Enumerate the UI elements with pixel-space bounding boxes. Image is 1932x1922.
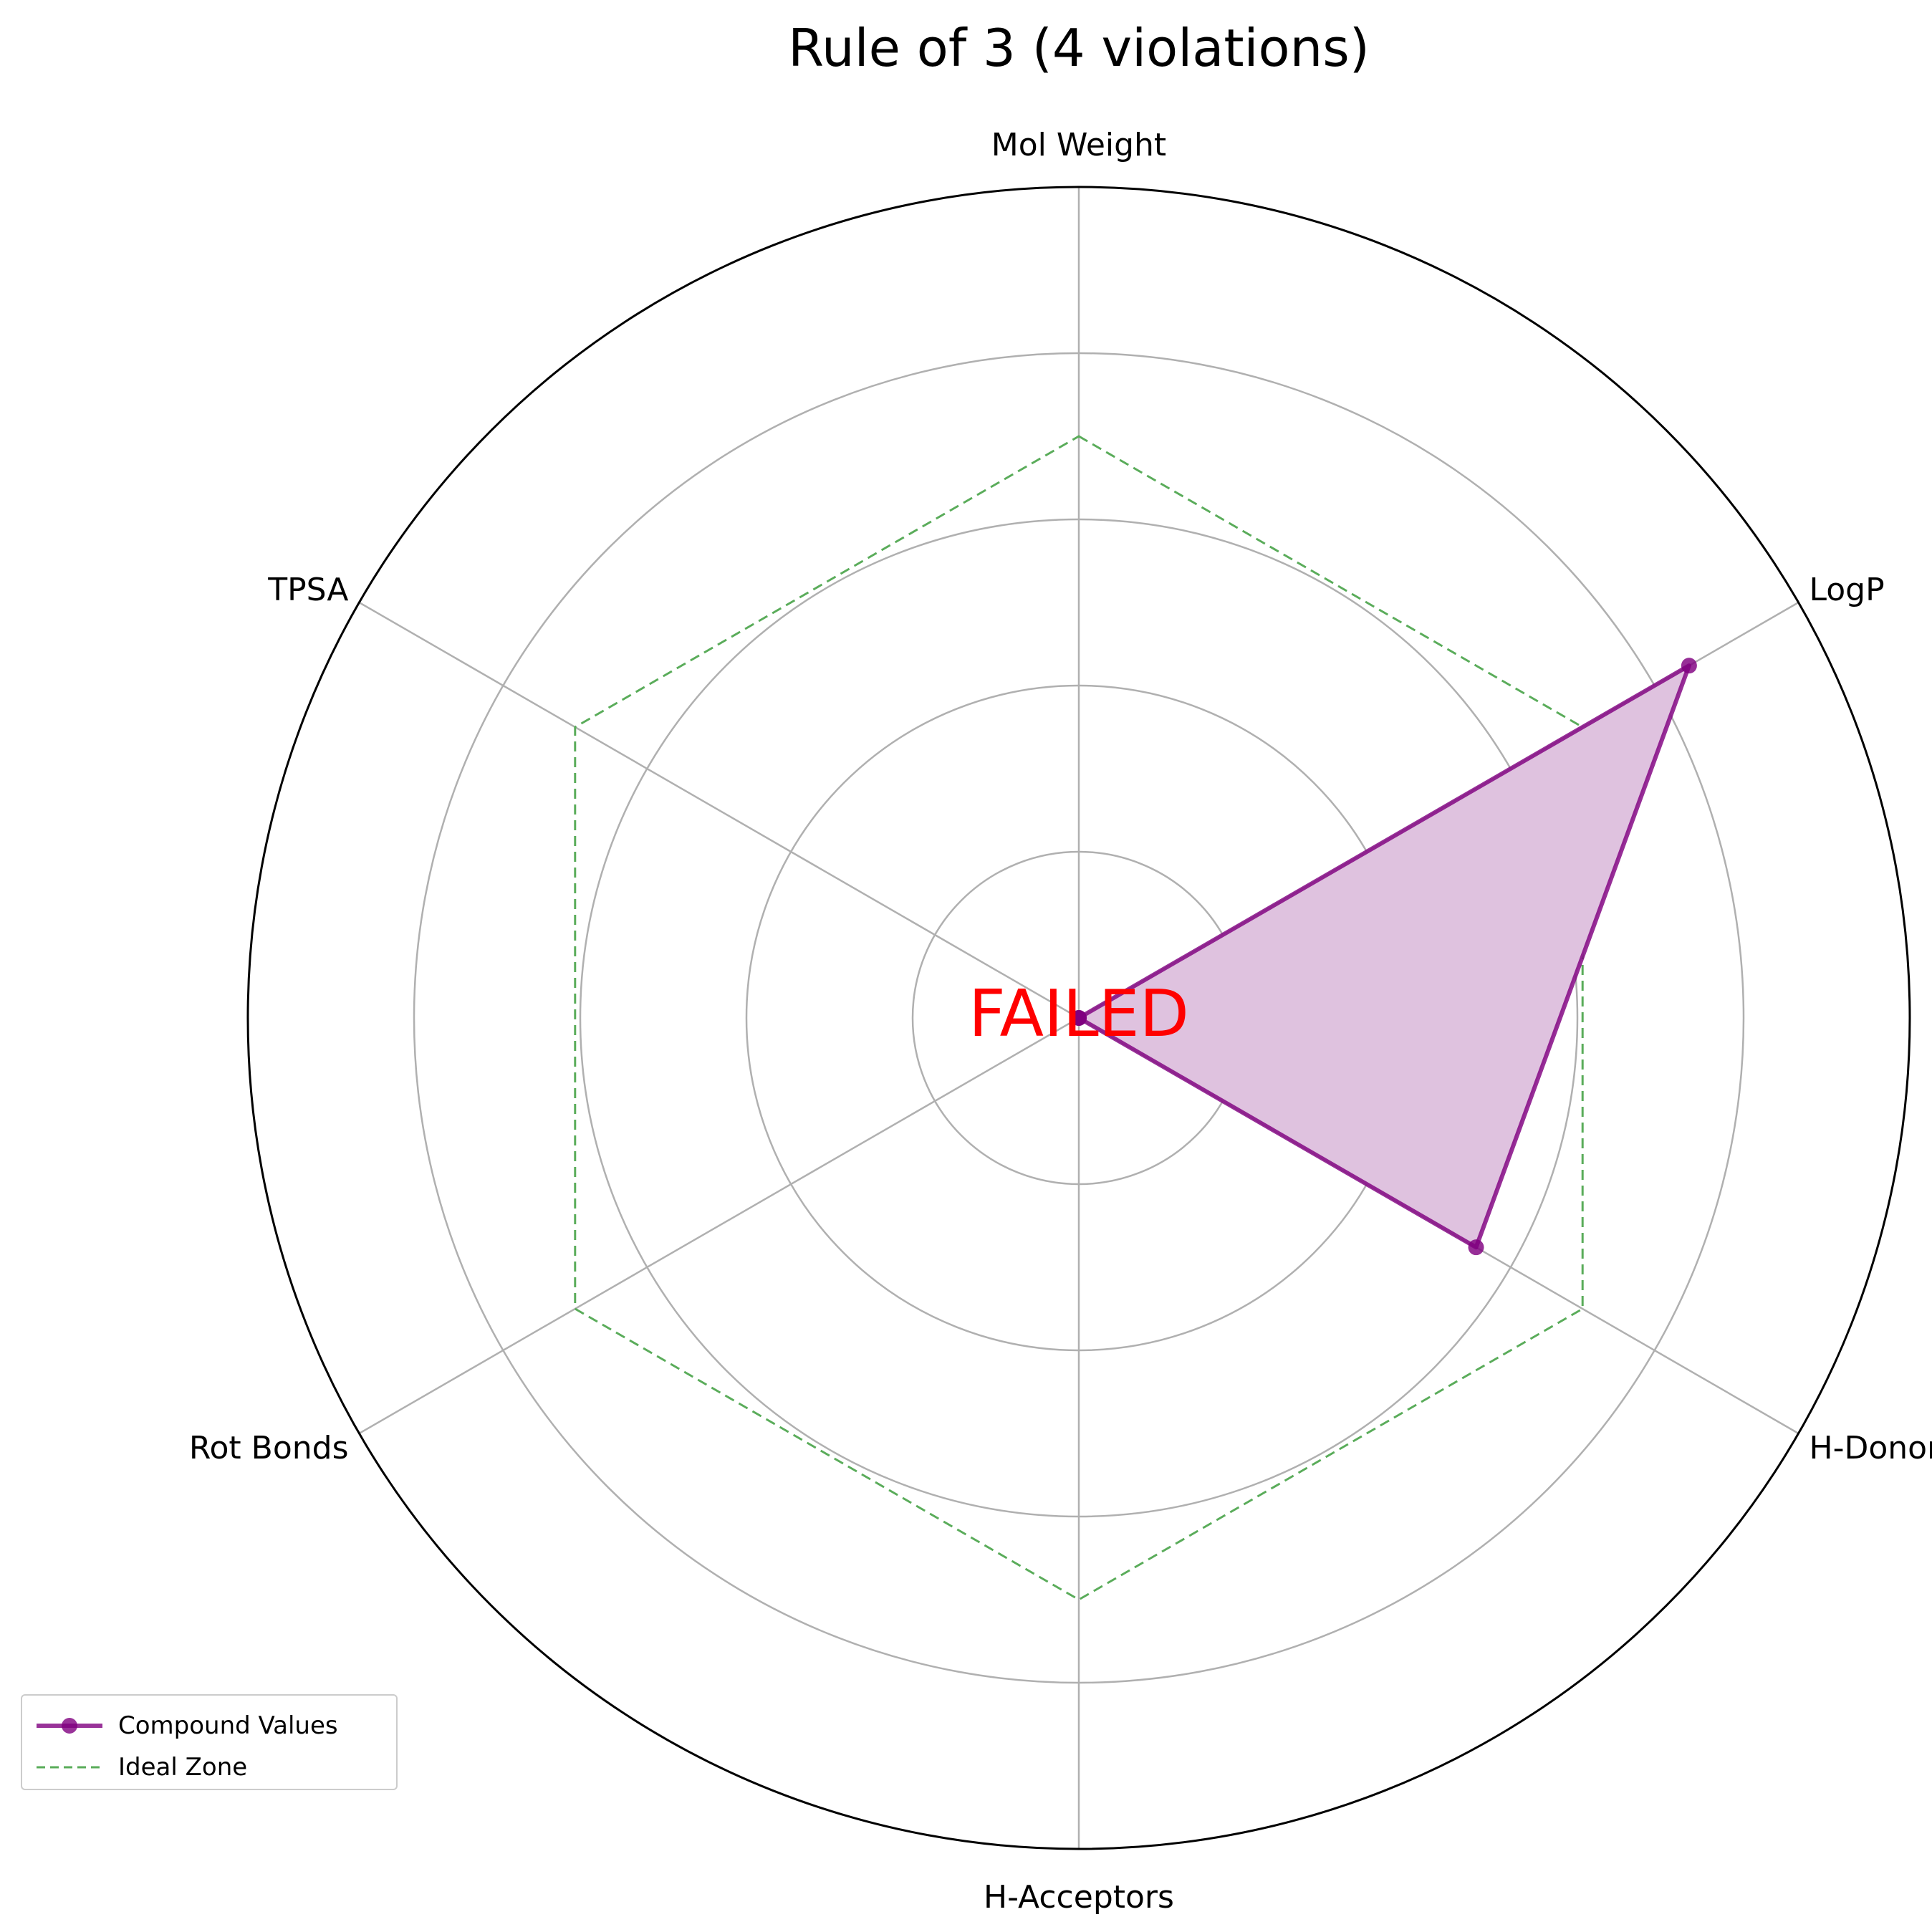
compound-point-2 (1468, 1239, 1484, 1256)
axis-label-1: LogP (1809, 572, 1884, 608)
compound-point-1 (1681, 658, 1697, 674)
axis-label-4: Rot Bonds (189, 1430, 349, 1466)
compound-line (1077, 663, 1691, 1250)
center-status-label: FAILED (969, 976, 1189, 1052)
chart-title: Rule of 3 (4 violations) (788, 18, 1370, 78)
axis-labels: Mol Weight LogP H-Donors H-Acceptors Rot Bon… (189, 127, 1932, 1916)
outer-frame (246, 186, 1911, 1850)
legend-swatch-ideal (37, 1766, 102, 1769)
compound-polygon (1071, 658, 1697, 1256)
compound-fill (1079, 666, 1689, 1248)
axis-label-5: TPSA (267, 572, 348, 608)
legend-label-ideal: Ideal Zone (118, 1753, 248, 1782)
ideal-zone-line (574, 435, 1584, 1601)
spoke-4 (358, 1017, 1080, 1435)
axis-label-2: H-Donors (1809, 1430, 1932, 1466)
axis-label-3: H-Acceptors (984, 1879, 1174, 1916)
legend-swatch-compound (37, 1718, 102, 1734)
legend: Compound Values Ideal Zone (21, 1694, 398, 1790)
axis-label-0: Mol Weight (991, 127, 1166, 163)
legend-item-compound: Compound Values (22, 1704, 396, 1747)
ideal-zone-polygon (574, 435, 1584, 1601)
compound-point-5 (1071, 1010, 1087, 1026)
legend-item-ideal: Ideal Zone (22, 1746, 396, 1789)
legend-label-compound: Compound Values (118, 1711, 338, 1740)
spoke-5 (358, 601, 1080, 1019)
